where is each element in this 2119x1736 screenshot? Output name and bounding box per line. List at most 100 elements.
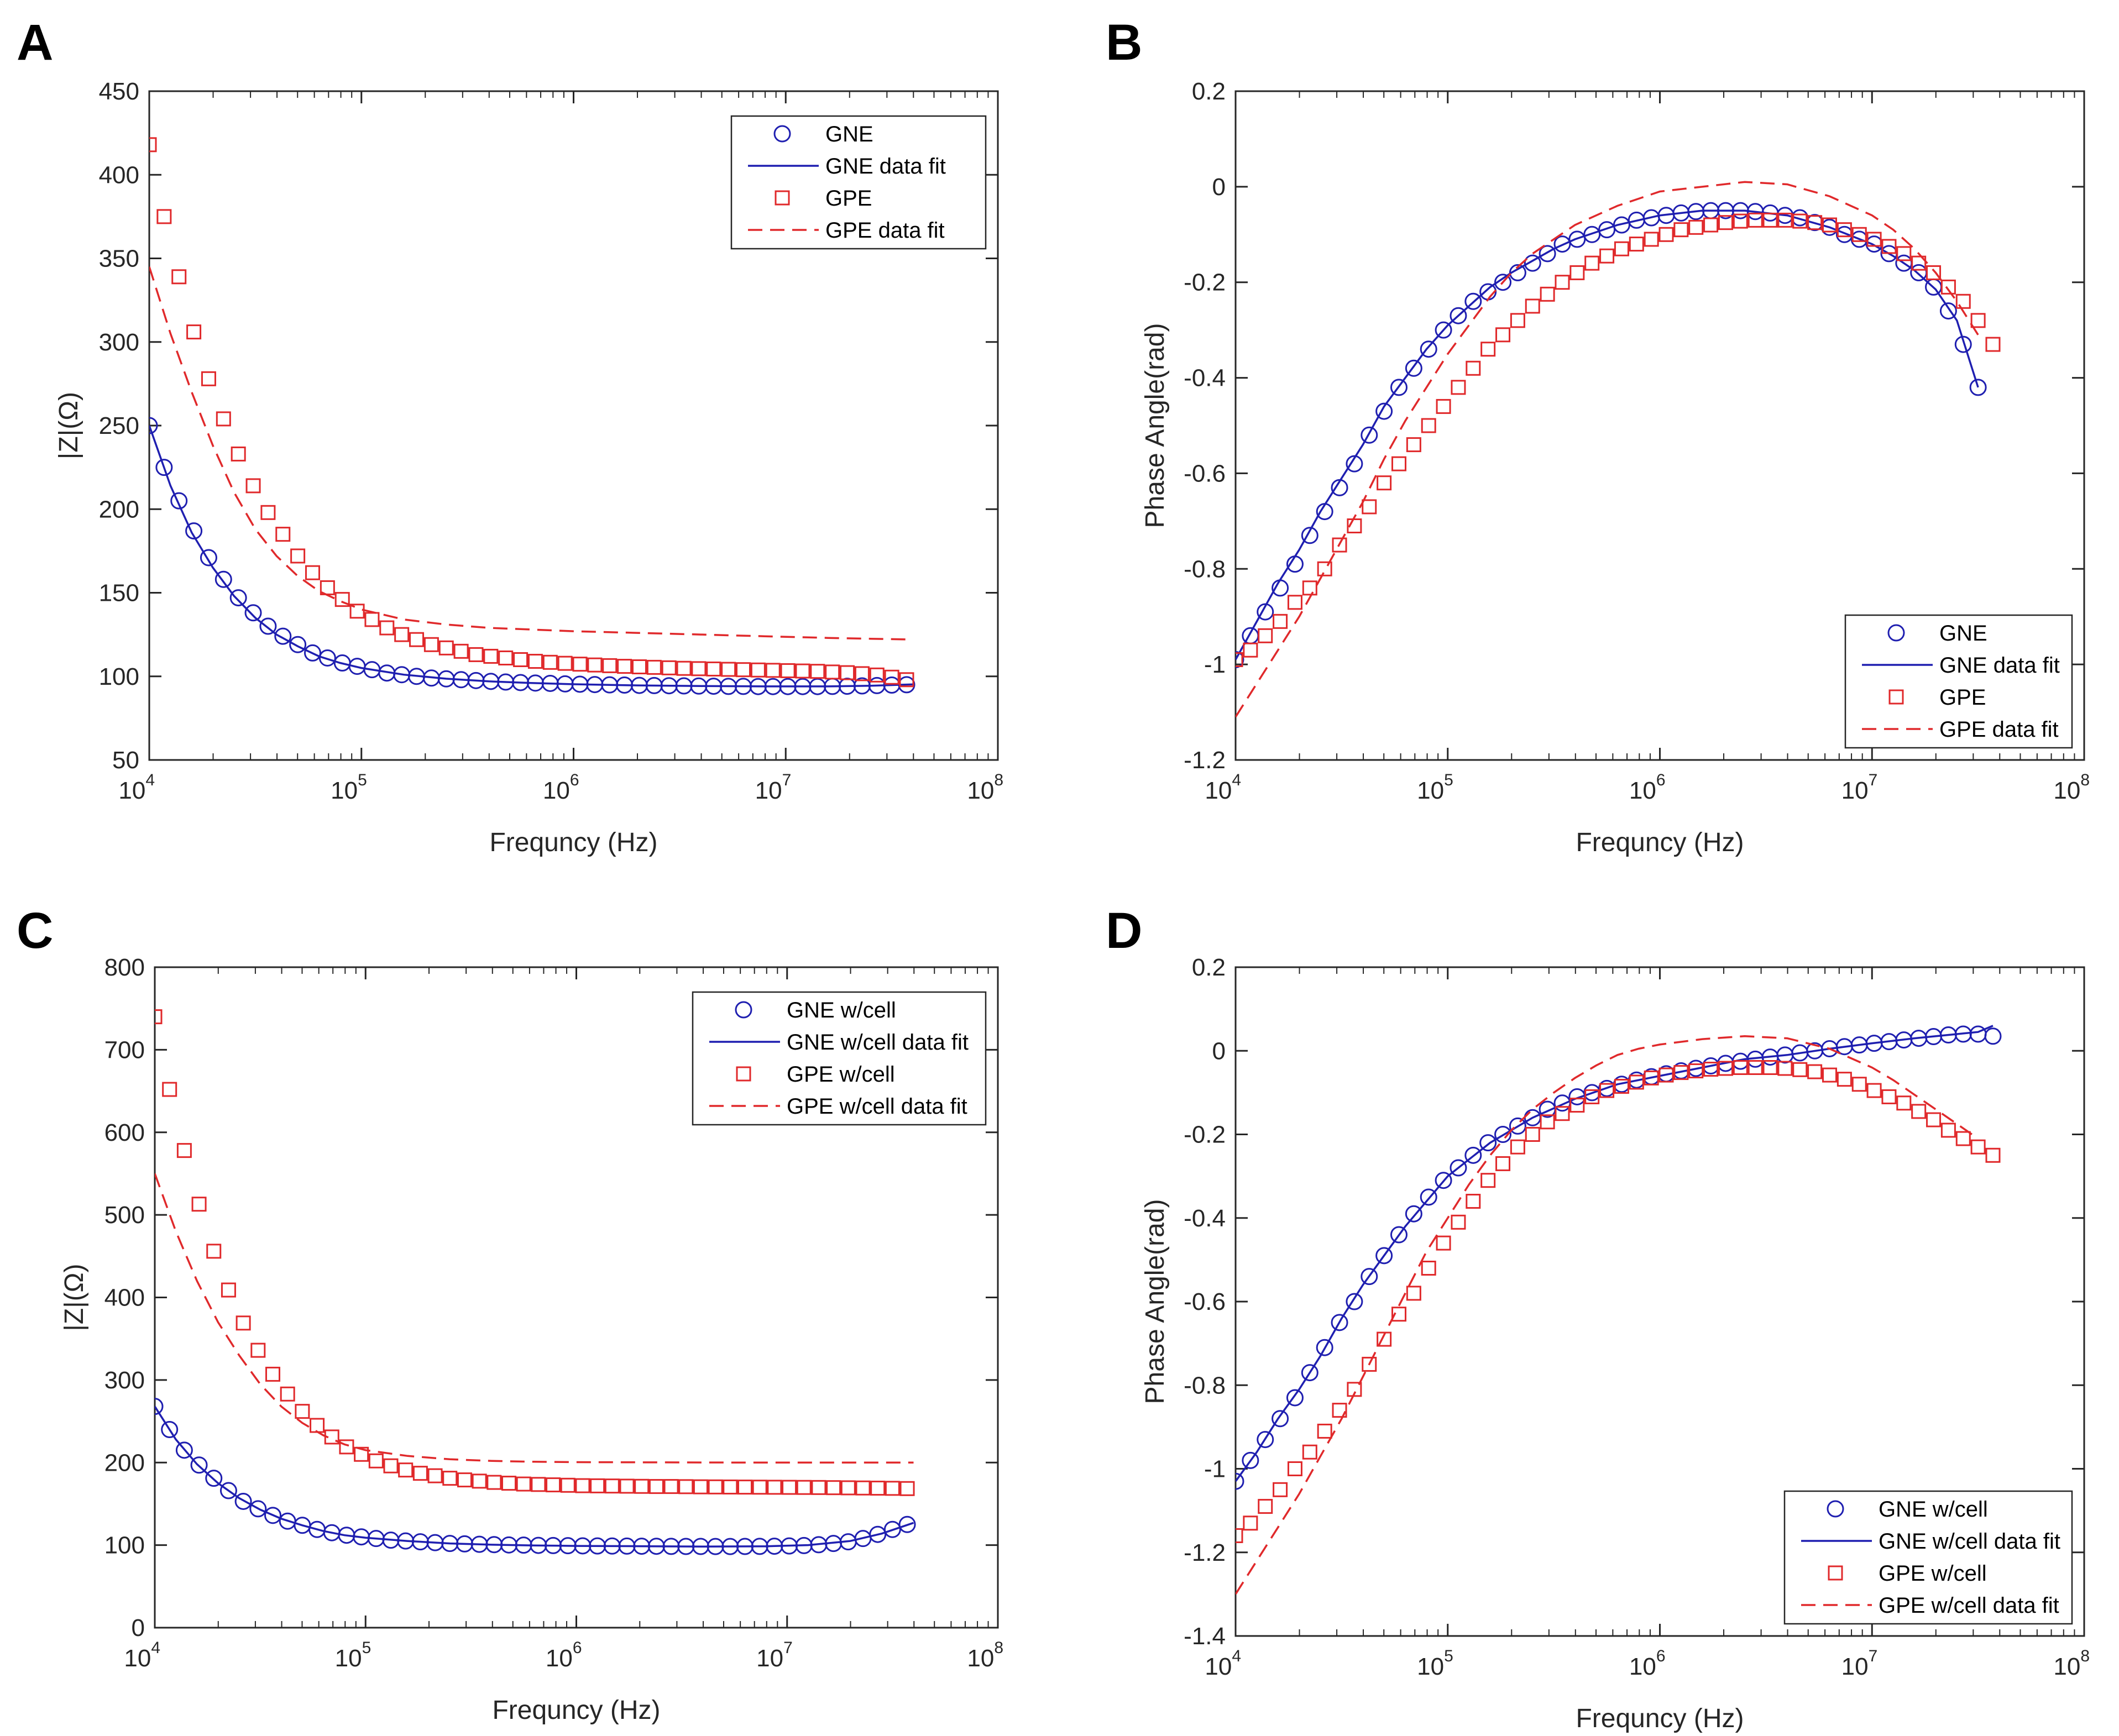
legend-label: GPE w/cell <box>787 1062 895 1087</box>
panel-letter-d: D <box>1106 903 1142 959</box>
legend-label: GNE data fit <box>825 154 946 179</box>
data-point-square <box>1569 265 1585 280</box>
data-point-square <box>1525 1127 1540 1142</box>
data-point-square <box>826 1480 841 1496</box>
data-point-circle <box>1539 245 1556 263</box>
y-tick-label: 400 <box>99 161 139 188</box>
data-point-square <box>1985 337 2001 352</box>
data-point-circle <box>1390 1226 1408 1244</box>
legend-label: GNE w/cell data fit <box>1879 1529 2060 1554</box>
data-point-square <box>1599 248 1615 264</box>
data-point-square <box>723 1479 738 1494</box>
x-tick-exponent: 4 <box>145 771 155 789</box>
data-point-square <box>693 1479 708 1494</box>
data-point-square <box>676 660 692 676</box>
data-point-circle <box>1375 1247 1393 1265</box>
data-point-square <box>186 324 202 340</box>
data-point-circle <box>149 417 158 434</box>
data-point-square <box>1555 275 1570 290</box>
data-point-circle <box>1494 1126 1512 1143</box>
x-tick-exponent: 8 <box>2080 771 2090 789</box>
data-point-circle <box>1390 379 1408 396</box>
data-point-circle <box>1301 1364 1319 1382</box>
x-tick-exponent: 5 <box>1444 1647 1453 1665</box>
data-point-square <box>1599 1083 1615 1098</box>
data-point-square <box>1480 1173 1496 1188</box>
data-point-square <box>155 1009 163 1025</box>
panel-letter-b: B <box>1106 14 1142 71</box>
data-point-circle <box>274 627 292 645</box>
data-point-square <box>1302 580 1317 596</box>
data-point-square <box>706 661 721 676</box>
data-point-square <box>780 663 796 678</box>
y-tick-label: -1.4 <box>1184 1623 1226 1650</box>
data-point-square <box>1332 1403 1347 1418</box>
data-point-square <box>631 659 647 675</box>
legend-label: GPE <box>1939 685 1986 710</box>
data-point-square <box>483 648 499 664</box>
data-point-square <box>736 662 751 678</box>
data-point-square <box>708 1479 723 1494</box>
data-point-square <box>423 637 439 652</box>
legend-label: GPE w/cell data fit <box>787 1094 967 1119</box>
data-point-square <box>409 632 425 647</box>
data-point-square <box>486 1475 502 1490</box>
data-point-square <box>260 505 276 520</box>
y-tick-label: 300 <box>104 1367 145 1394</box>
data-point-square <box>280 1386 295 1402</box>
data-point-circle <box>1361 426 1378 444</box>
data-point-square <box>527 654 543 669</box>
series-gpe-w-cell-data-fit <box>155 1173 914 1464</box>
data-point-circle <box>1257 1431 1274 1449</box>
data-point-square <box>457 1472 472 1488</box>
legend-label: GPE data fit <box>1939 717 2059 742</box>
data-point-square <box>1584 1089 1600 1104</box>
data-point-square <box>575 1478 590 1493</box>
data-point-circle <box>1464 1146 1482 1164</box>
plot-area-a <box>149 137 915 695</box>
data-point-circle <box>1375 402 1393 420</box>
data-point-square <box>604 1478 620 1494</box>
data-point-square <box>1569 1098 1585 1113</box>
y-tick-label: -0.8 <box>1184 555 1226 583</box>
data-point-square <box>840 1480 856 1496</box>
data-point-square <box>1347 1382 1362 1397</box>
data-point-square <box>1644 1070 1659 1085</box>
legend-label: GNE <box>825 122 873 146</box>
data-point-square <box>1955 293 1971 309</box>
data-point-square <box>1236 1528 1243 1543</box>
data-point-square <box>245 478 261 494</box>
x-tick-exponent: 4 <box>151 1639 160 1657</box>
data-point-square <box>1718 1061 1733 1076</box>
y-tick-label: 100 <box>104 1532 145 1559</box>
y-tick-label: -1 <box>1204 1456 1226 1483</box>
data-point-square <box>1970 313 1986 328</box>
series-line <box>1236 1035 1979 1595</box>
data-point-circle <box>1405 1205 1422 1223</box>
data-point-square <box>765 663 781 678</box>
y-tick-label: 0 <box>1212 174 1226 201</box>
y-axis-label: Phase Angle(rad) <box>1140 323 1170 528</box>
data-point-square <box>1792 1062 1808 1077</box>
plot-area-b <box>1236 181 2001 718</box>
data-point-square <box>1302 1444 1317 1460</box>
data-point-circle <box>1509 1117 1526 1135</box>
y-tick-label: -0.6 <box>1184 1288 1226 1315</box>
data-point-square <box>590 1478 605 1493</box>
data-point-square <box>1510 313 1525 328</box>
data-point-square <box>825 664 840 680</box>
data-point-circle <box>869 1525 887 1543</box>
x-tick-exponent: 8 <box>2080 1647 2090 1665</box>
y-tick-label: 700 <box>104 1036 145 1063</box>
data-point-square <box>1926 1112 1942 1127</box>
data-point-square <box>412 1466 428 1481</box>
data-point-circle <box>170 492 188 510</box>
data-point-square <box>516 1476 531 1492</box>
data-point-square <box>334 592 350 607</box>
data-point-square <box>1540 286 1555 302</box>
data-point-square <box>572 657 588 672</box>
data-point-square <box>602 658 618 673</box>
